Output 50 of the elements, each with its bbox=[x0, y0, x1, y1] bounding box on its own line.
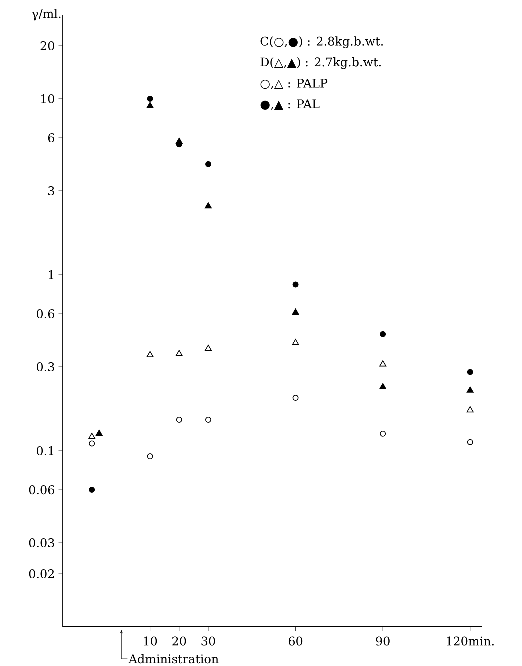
point bbox=[466, 406, 474, 413]
x-tick-label: 60 bbox=[288, 636, 303, 646]
point bbox=[292, 282, 299, 288]
annotation: C(○,●) : 2.8kg.b.wt. bbox=[260, 36, 384, 48]
point bbox=[204, 344, 212, 352]
x-tick-label: 20 bbox=[172, 636, 186, 646]
text: Administration bbox=[128, 654, 219, 664]
y-tick-label: 0.1 bbox=[37, 446, 54, 456]
x-tick-label: 90 bbox=[376, 636, 390, 646]
y-tick-label: 0.02 bbox=[29, 570, 54, 579]
point bbox=[292, 308, 300, 315]
point bbox=[467, 439, 474, 446]
annotation: ○,△ : PALP bbox=[260, 78, 328, 90]
point bbox=[206, 161, 212, 168]
point bbox=[147, 96, 154, 102]
point bbox=[204, 202, 212, 209]
point bbox=[292, 395, 299, 402]
annotation: ●,▲ : PAL bbox=[260, 100, 320, 110]
x-tick-label: 10 bbox=[144, 636, 158, 646]
y-tick-label: 3 bbox=[48, 186, 54, 196]
point bbox=[206, 417, 212, 423]
point bbox=[380, 331, 386, 338]
point bbox=[89, 440, 96, 447]
point bbox=[380, 383, 387, 390]
x-tick-label: 30 bbox=[202, 636, 216, 646]
x-tick-label: 120min. bbox=[447, 636, 494, 646]
point bbox=[146, 102, 154, 108]
point bbox=[380, 430, 386, 437]
point bbox=[88, 433, 96, 440]
point bbox=[466, 386, 474, 393]
point bbox=[89, 487, 96, 494]
y-tick-label: 0.06 bbox=[29, 486, 54, 495]
y-tick-label: 0.6 bbox=[37, 310, 54, 319]
y-tick-label: 10 bbox=[41, 94, 54, 104]
y-tick-label: 6 bbox=[48, 134, 54, 143]
y-tick-label: 0.3 bbox=[37, 362, 54, 372]
point bbox=[146, 351, 154, 358]
point bbox=[96, 430, 103, 436]
y-tick-label: 20 bbox=[40, 41, 54, 51]
annotation: D(△,▲) : 2.7kg.b.wt. bbox=[260, 57, 381, 70]
point bbox=[176, 138, 183, 144]
point bbox=[176, 417, 182, 423]
point bbox=[380, 360, 387, 367]
y-axis-title: γ/ml. bbox=[32, 9, 61, 21]
point bbox=[292, 339, 300, 346]
point bbox=[176, 350, 183, 356]
y-tick-label: 1 bbox=[49, 270, 54, 280]
point bbox=[467, 369, 474, 376]
point bbox=[147, 454, 154, 460]
y-tick-label: 0.03 bbox=[29, 538, 54, 548]
